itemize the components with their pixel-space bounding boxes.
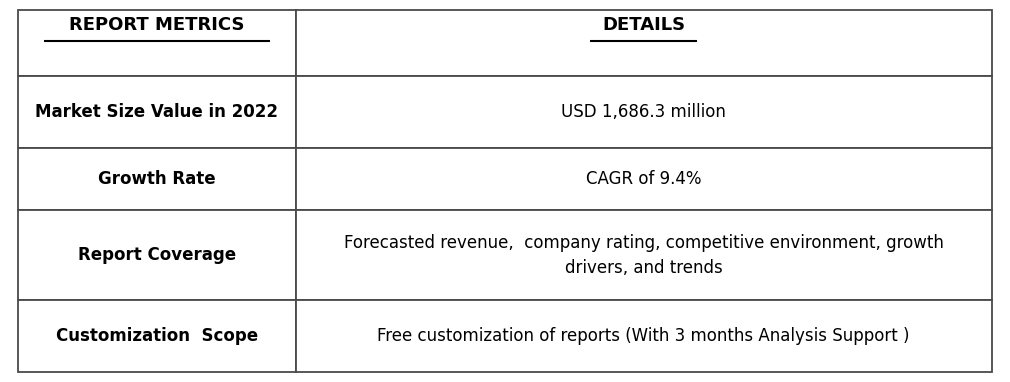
Bar xyxy=(18,10,296,76)
Bar xyxy=(296,10,992,76)
Bar xyxy=(296,76,992,148)
Bar xyxy=(296,300,992,372)
Bar xyxy=(18,210,296,300)
Text: REPORT METRICS: REPORT METRICS xyxy=(69,16,244,34)
Text: Growth Rate: Growth Rate xyxy=(98,170,216,188)
Text: Customization  Scope: Customization Scope xyxy=(56,327,258,345)
Text: Forecasted revenue,  company rating, competitive environment, growth
drivers, an: Forecasted revenue, company rating, comp… xyxy=(343,234,943,277)
Text: Market Size Value in 2022: Market Size Value in 2022 xyxy=(35,103,279,121)
Text: DETAILS: DETAILS xyxy=(602,16,686,34)
Text: Report Coverage: Report Coverage xyxy=(78,246,236,264)
Text: USD 1,686.3 million: USD 1,686.3 million xyxy=(562,103,726,121)
Text: Free customization of reports (With 3 months Analysis Support ): Free customization of reports (With 3 mo… xyxy=(378,327,910,345)
Bar xyxy=(18,148,296,210)
Bar xyxy=(296,210,992,300)
Bar xyxy=(18,300,296,372)
Text: CAGR of 9.4%: CAGR of 9.4% xyxy=(586,170,702,188)
Bar xyxy=(18,76,296,148)
Bar xyxy=(296,148,992,210)
